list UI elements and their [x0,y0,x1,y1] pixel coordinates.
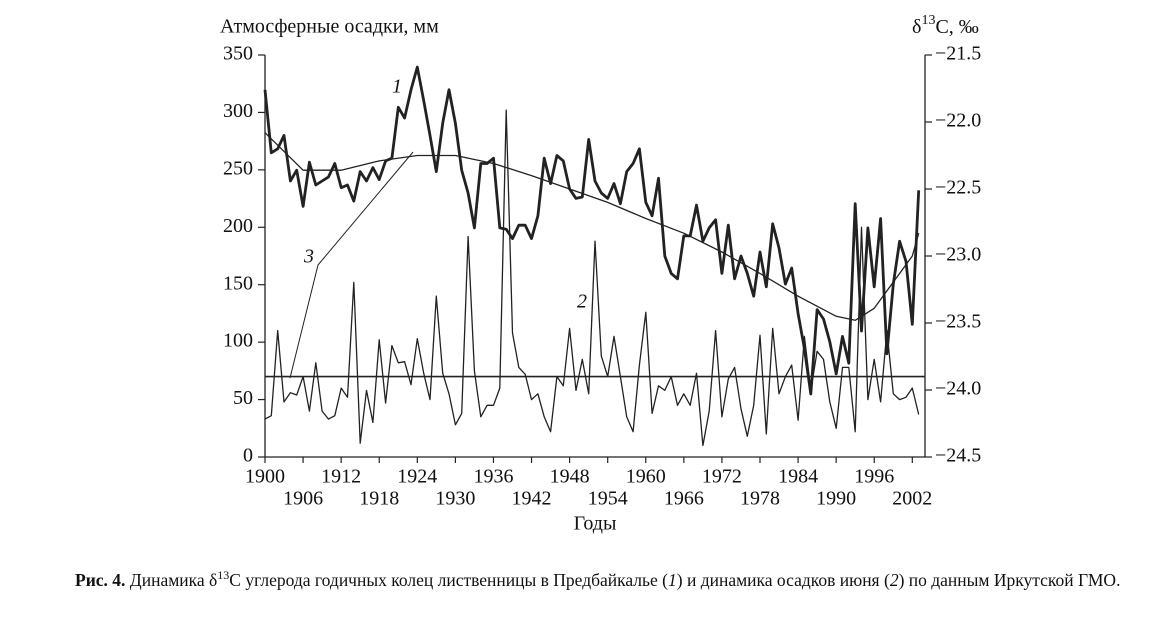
y-tick-label: 300 [223,100,253,122]
y-tick-label: 150 [223,272,253,294]
y2-tick-label: −23.0 [935,244,981,266]
y2-axis-label: δ13C, ‰ [912,13,979,37]
y2-tick-label: −22.5 [935,177,981,199]
x-tick-label: 1960 [626,466,666,488]
series-label: 3 [303,246,314,268]
y2-label-part: C, ‰ [935,16,978,38]
caption-text: С углерода годичных колец лиственницы в … [229,569,668,590]
y-tick-label: 50 [233,387,253,409]
y-tick-label: 350 [223,43,253,65]
y2-label-sup: 13 [921,13,935,28]
y-axis-label: Атмосферные осадки, мм [220,16,439,38]
annotation-leader [289,151,414,379]
x-tick-label: 1948 [550,466,590,488]
data-line [264,109,920,447]
x-tick-label: 1924 [397,466,437,488]
caption-ref: 1 [668,569,677,590]
x-tick-label: 1930 [435,488,475,510]
series-label: 2 [577,291,587,313]
data-line [263,65,921,396]
x-tick-label: 1972 [702,466,742,488]
x-tick-label: 2002 [892,488,932,510]
y-tick-label: 0 [243,445,253,467]
x-tick-label: 1918 [359,488,399,510]
x-tick-label: 1954 [588,488,628,510]
caption-sup: 13 [217,568,230,582]
y2-tick-label: −21.5 [935,43,981,65]
x-tick-label: 1996 [854,466,894,488]
x-tick-label: 1990 [816,488,856,510]
y2-tick-label: −22.0 [935,110,981,132]
y-tick-label: 200 [223,215,253,237]
y2-label-part: δ [912,16,921,38]
caption-label: Рис. 4. [75,569,126,590]
x-tick-label: 1900 [245,466,285,488]
x-tick-label: 1978 [740,488,780,510]
x-tick-label: 1942 [512,488,552,510]
caption-ref: 2 [889,569,899,590]
y-tick-label: 100 [223,330,253,352]
x-tick-label: 1912 [321,466,361,488]
caption-text: ) и динамика осадков июня ( [676,569,890,590]
x-axis-label: Годы [574,513,617,535]
figure-caption: Рис. 4. Динамика δ13С углерода годичных … [75,565,1140,591]
x-tick-label: 1906 [283,488,323,510]
x-tick-label: 1984 [778,466,818,488]
caption-text: ) по данным Иркутской ГМО. [898,569,1121,590]
caption-text: Динамика δ [125,569,218,590]
chart: Атмосферные осадки, мм δ13C, ‰ Годы 0501… [220,13,981,535]
series-label: 1 [392,76,402,98]
y2-tick-label: −24.0 [935,378,981,400]
y2-tick-label: −24.5 [935,445,981,467]
y-tick-label: 250 [223,157,253,179]
y2-tick-label: −23.5 [935,311,981,333]
x-tick-label: 1966 [664,488,704,510]
x-tick-label: 1936 [473,466,513,488]
